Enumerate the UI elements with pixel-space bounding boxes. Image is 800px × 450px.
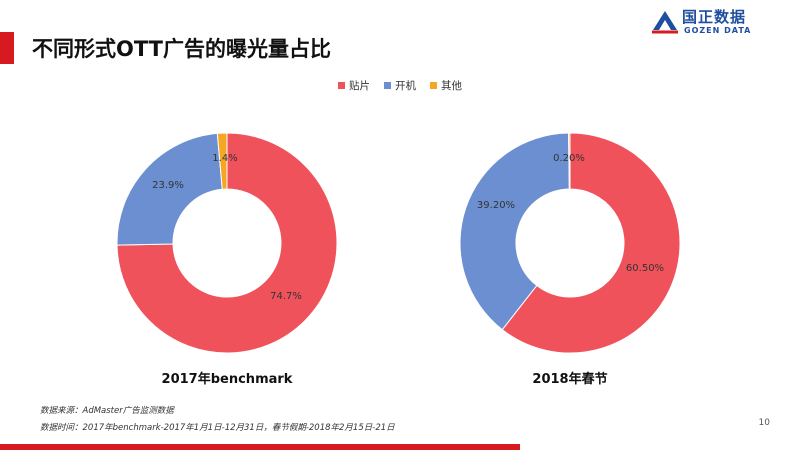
legend-label-tiepian: 贴片 (349, 80, 370, 92)
donut-slice-2017-qita (216, 132, 228, 190)
legend-item-kaiji: 开机 (384, 78, 416, 93)
chart-title-2017: 2017年benchmark (161, 372, 293, 387)
footnote-source: 数据来源：AdMaster广告监测数据 (40, 406, 174, 416)
legend-swatch-tiepian (338, 82, 345, 89)
legend-label-kaiji: 开机 (395, 80, 416, 92)
data-label-2018-qita: 0.20% (553, 153, 585, 164)
logo: 国正数据 GOZEN DATA (650, 6, 780, 42)
legend-label-qita: 其他 (441, 80, 462, 92)
data-label-2018-kaiji: 39.20% (477, 200, 515, 211)
logo-mark-icon (652, 11, 678, 34)
donut-slice-2018-qita (568, 132, 571, 190)
donut-slice-2017-kaiji (116, 132, 223, 246)
logo-text-cn: 国正数据 (682, 8, 747, 26)
page-title: 不同形式OTT广告的曝光量占比 (32, 37, 331, 61)
donut-slice-2018-kaiji (459, 132, 570, 331)
legend-item-qita: 其他 (430, 78, 462, 93)
chart-legend: 贴片 开机 其他 (0, 78, 800, 93)
legend-swatch-qita (430, 82, 437, 89)
legend-item-tiepian: 贴片 (338, 78, 370, 93)
donut-slice-2017-tiepian (116, 132, 338, 354)
logo-text-en: GOZEN DATA (684, 26, 752, 35)
page-number: 10 (758, 418, 770, 428)
data-label-2018-tiepian: 60.50% (626, 263, 664, 274)
data-label-2017-qita: 1.4% (212, 153, 237, 164)
footnote-period: 数据时间：2017年benchmark-2017年1月1日-12月31日，春节假… (40, 423, 395, 433)
bottom-accent-bar (0, 444, 520, 450)
legend-swatch-kaiji (384, 82, 391, 89)
data-label-2017-kaiji: 23.9% (152, 180, 184, 191)
title-accent-bar (0, 32, 14, 64)
chart-title-2018: 2018年春节 (532, 372, 608, 387)
donut-slice-2018-tiepian (501, 132, 681, 354)
data-label-2017-tiepian: 74.7% (270, 291, 302, 302)
